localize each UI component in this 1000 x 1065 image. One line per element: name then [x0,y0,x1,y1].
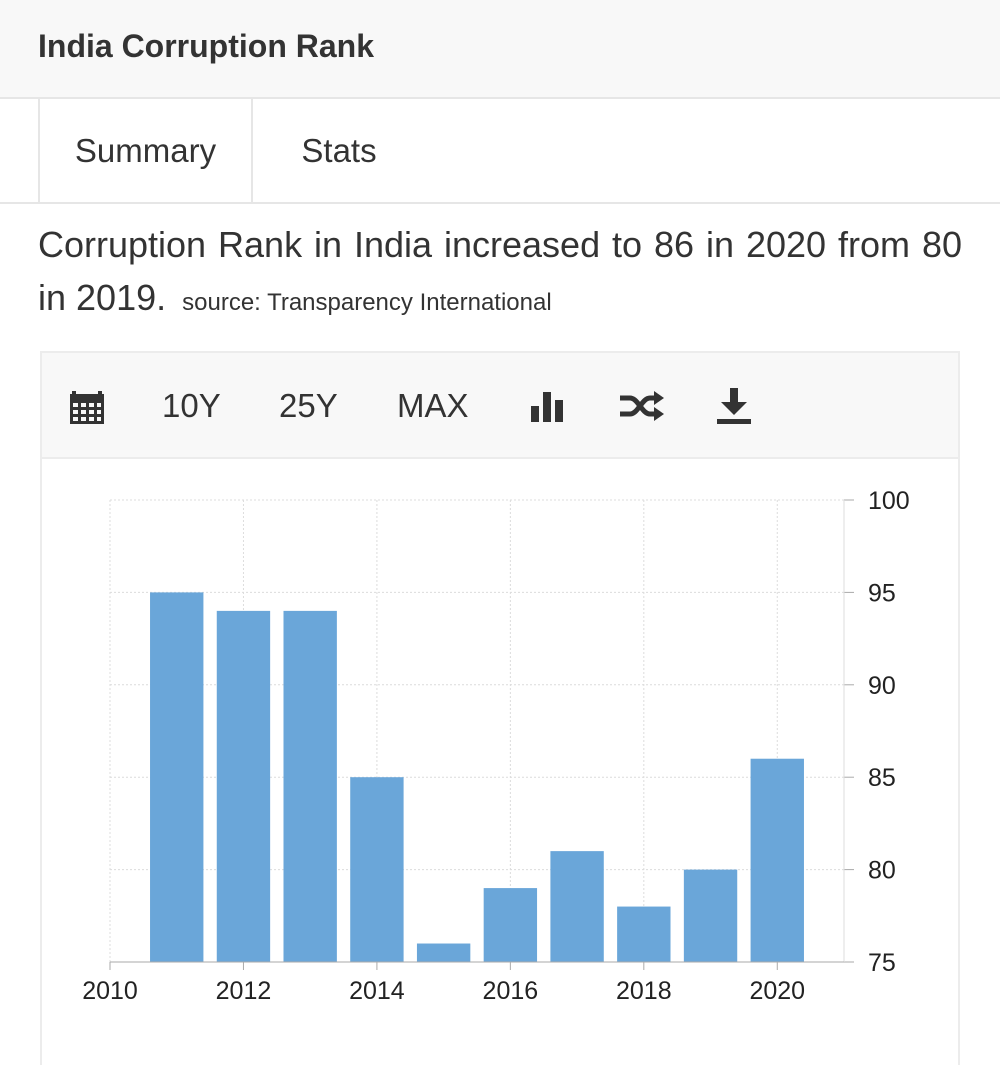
x-tick-label: 2018 [616,977,672,1005]
chart-toolbar: 10Y 25Y MAX [42,353,958,459]
y-tick-label: 85 [868,764,896,792]
download-icon[interactable] [714,353,754,459]
bar-2017 [550,851,604,962]
bar-2014 [350,777,404,962]
x-tick-label: 2012 [216,977,272,1005]
tab-stats[interactable]: Stats [301,132,377,169]
y-tick-label: 80 [868,857,896,885]
bar-2011 [150,592,204,962]
calendar-icon[interactable] [66,353,108,459]
bar-2019 [683,869,738,962]
bar-2012 [216,610,271,962]
tab-bar: Summary Stats [0,99,1000,204]
y-tick-label: 75 [868,949,896,977]
summary-text: Corruption Rank in India increased to 86… [38,224,962,318]
bar-2020 [750,758,804,962]
x-tick-label: 2010 [82,977,138,1005]
bar-chart: 75 80 85 90 95 100 2010 2012 2014 2016 2018 2020 [82,487,910,1005]
summary-paragraph: Corruption Rank in India increased to 86… [38,218,962,329]
y-tick-label: 90 [868,672,896,700]
x-tick-label: 2014 [349,977,405,1005]
bar-2018 [617,906,671,962]
bar-2013 [283,610,337,962]
bar-2016 [483,888,538,962]
page-header: India Corruption Rank [0,0,1000,99]
page-title: India Corruption Rank [38,28,374,64]
range-25y-button[interactable]: 25Y [279,387,338,424]
x-tick-label: 2016 [483,977,539,1005]
y-tick-label: 95 [868,579,896,607]
y-tick-label: 100 [868,487,910,515]
range-10y-button[interactable]: 10Y [162,387,221,424]
chart-panel: 10Y 25Y MAX 75 80 85 90 95 10 [40,351,960,1065]
bar-chart-icon[interactable] [528,353,568,459]
shuffle-icon[interactable] [617,353,667,459]
tab-summary[interactable]: Summary [38,99,253,202]
bar-2015 [416,943,471,962]
x-tick-label: 2020 [749,977,805,1005]
source-note: source: Transparency International [182,289,552,316]
range-max-button[interactable]: MAX [397,387,469,424]
